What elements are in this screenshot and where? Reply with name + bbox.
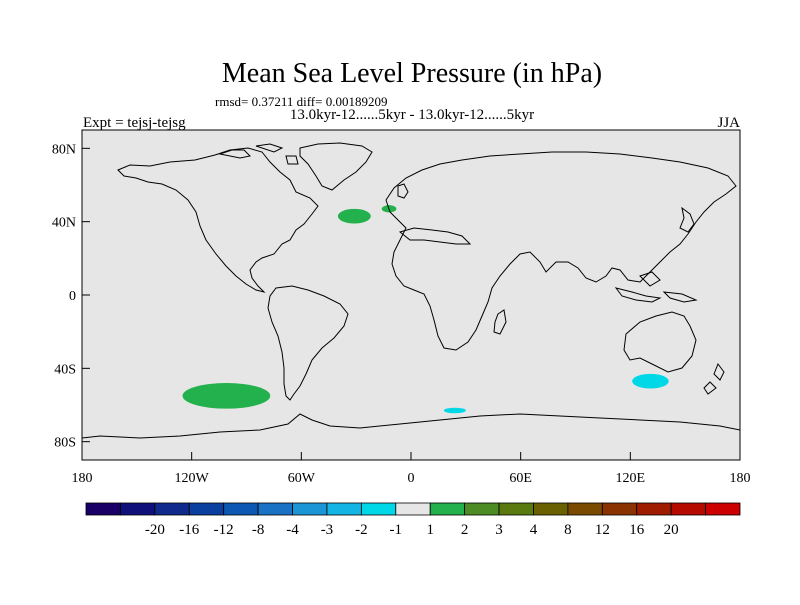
x-tick-label: 120E xyxy=(616,471,646,486)
coastline-new-zealand xyxy=(703,362,725,395)
coastline-indonesia xyxy=(614,271,698,303)
colorbar-swatch xyxy=(360,502,397,516)
colorbar-label: -4 xyxy=(286,522,299,538)
experiment-label: Expt = tejsj-tejsg xyxy=(83,115,186,131)
y-tick-label: 80S xyxy=(54,436,76,451)
colorbar-swatch xyxy=(498,502,534,516)
colorbar-label: -2 xyxy=(355,522,368,538)
chart-subtitle: 13.0kyr-12......5kyr - 13.0kyr-12......5… xyxy=(290,107,534,123)
y-tick-label: 40N xyxy=(52,216,76,231)
x-tick-label: 60W xyxy=(288,471,316,486)
colorbar-label: -3 xyxy=(321,522,334,538)
colorbar-label: -12 xyxy=(214,522,234,538)
colorbar-label: 4 xyxy=(530,522,538,538)
coastline-madagascar xyxy=(493,309,507,335)
colorbar-label: -1 xyxy=(390,522,403,538)
coastline-south-america xyxy=(267,285,349,401)
colorbar-label: -20 xyxy=(145,522,165,538)
colorbar-swatch xyxy=(292,502,328,516)
coastline-eurasia-africa xyxy=(385,151,737,351)
southern-ocean-anomaly xyxy=(443,407,466,414)
colorbar-swatch xyxy=(257,502,293,516)
north-atlantic-anomaly xyxy=(337,208,371,224)
x-tick-label: 120W xyxy=(175,471,210,486)
season-label: JJA xyxy=(717,115,740,131)
coastline-australia xyxy=(623,311,697,373)
colorbar-swatch xyxy=(670,502,706,516)
colorbar-label: 16 xyxy=(629,522,645,538)
south-pacific-anomaly xyxy=(182,383,271,409)
colorbar-label: 3 xyxy=(495,522,503,538)
coastlines xyxy=(82,142,740,439)
colorbar-swatch xyxy=(395,502,431,516)
x-tick-label: 60E xyxy=(509,471,532,486)
colorbar-swatch xyxy=(85,502,121,516)
colorbar-swatch xyxy=(601,502,638,516)
colorbar-label: 2 xyxy=(461,522,469,538)
colorbar-swatch xyxy=(223,502,259,516)
colorbar-swatch xyxy=(636,502,672,516)
colorbar-swatch xyxy=(188,502,225,516)
y-tick-label: 80N xyxy=(52,142,76,157)
colorbar-swatch xyxy=(533,502,569,516)
colorbar-label: 20 xyxy=(664,522,679,538)
coastline-greenland xyxy=(299,142,373,191)
colorbar-swatch xyxy=(464,502,500,516)
anomaly-layer xyxy=(182,205,669,414)
x-tick-label: 0 xyxy=(408,471,415,486)
colorbar-swatch xyxy=(326,502,362,516)
coastline-north-america xyxy=(117,147,319,293)
x-axis: 180 120W 60W 0 60E 120E 180 xyxy=(72,452,751,486)
colorbar-label: -8 xyxy=(252,522,265,538)
colorbar-swatch xyxy=(429,502,466,516)
y-tick-label: 0 xyxy=(69,289,76,304)
colorbar-swatch xyxy=(154,502,190,516)
coastline-antarctica xyxy=(82,413,740,439)
coastline-uk xyxy=(397,183,409,199)
coastline-mediterranean xyxy=(398,227,472,245)
colorbar-swatch xyxy=(120,502,156,516)
colorbar-swatch xyxy=(705,502,741,516)
coastline-canadian-arctic xyxy=(218,143,299,165)
x-tick-label: 180 xyxy=(72,471,93,486)
colorbar-swatch xyxy=(567,502,603,516)
chart-stats: rmsd= 0.37211 diff= 0.00189209 xyxy=(215,94,387,109)
colorbar: -20 -16 -12 -8 -4 -3 -2 -1 1 2 3 4 8 12 16 20 xyxy=(85,502,741,538)
coastline-japan xyxy=(679,206,695,233)
map-background xyxy=(82,130,740,460)
colorbar-label: -16 xyxy=(179,522,199,538)
colorbar-label: 8 xyxy=(564,522,572,538)
colorbar-label: 12 xyxy=(595,522,610,538)
south-indian-anomaly xyxy=(632,373,669,389)
x-tick-label: 180 xyxy=(730,471,751,486)
colorbar-label: 1 xyxy=(426,522,434,538)
chart-title: Mean Sea Level Pressure (in hPa) xyxy=(222,58,602,89)
y-axis: 80N 40N 0 40S 80S xyxy=(52,142,90,451)
y-tick-label: 40S xyxy=(54,362,76,377)
